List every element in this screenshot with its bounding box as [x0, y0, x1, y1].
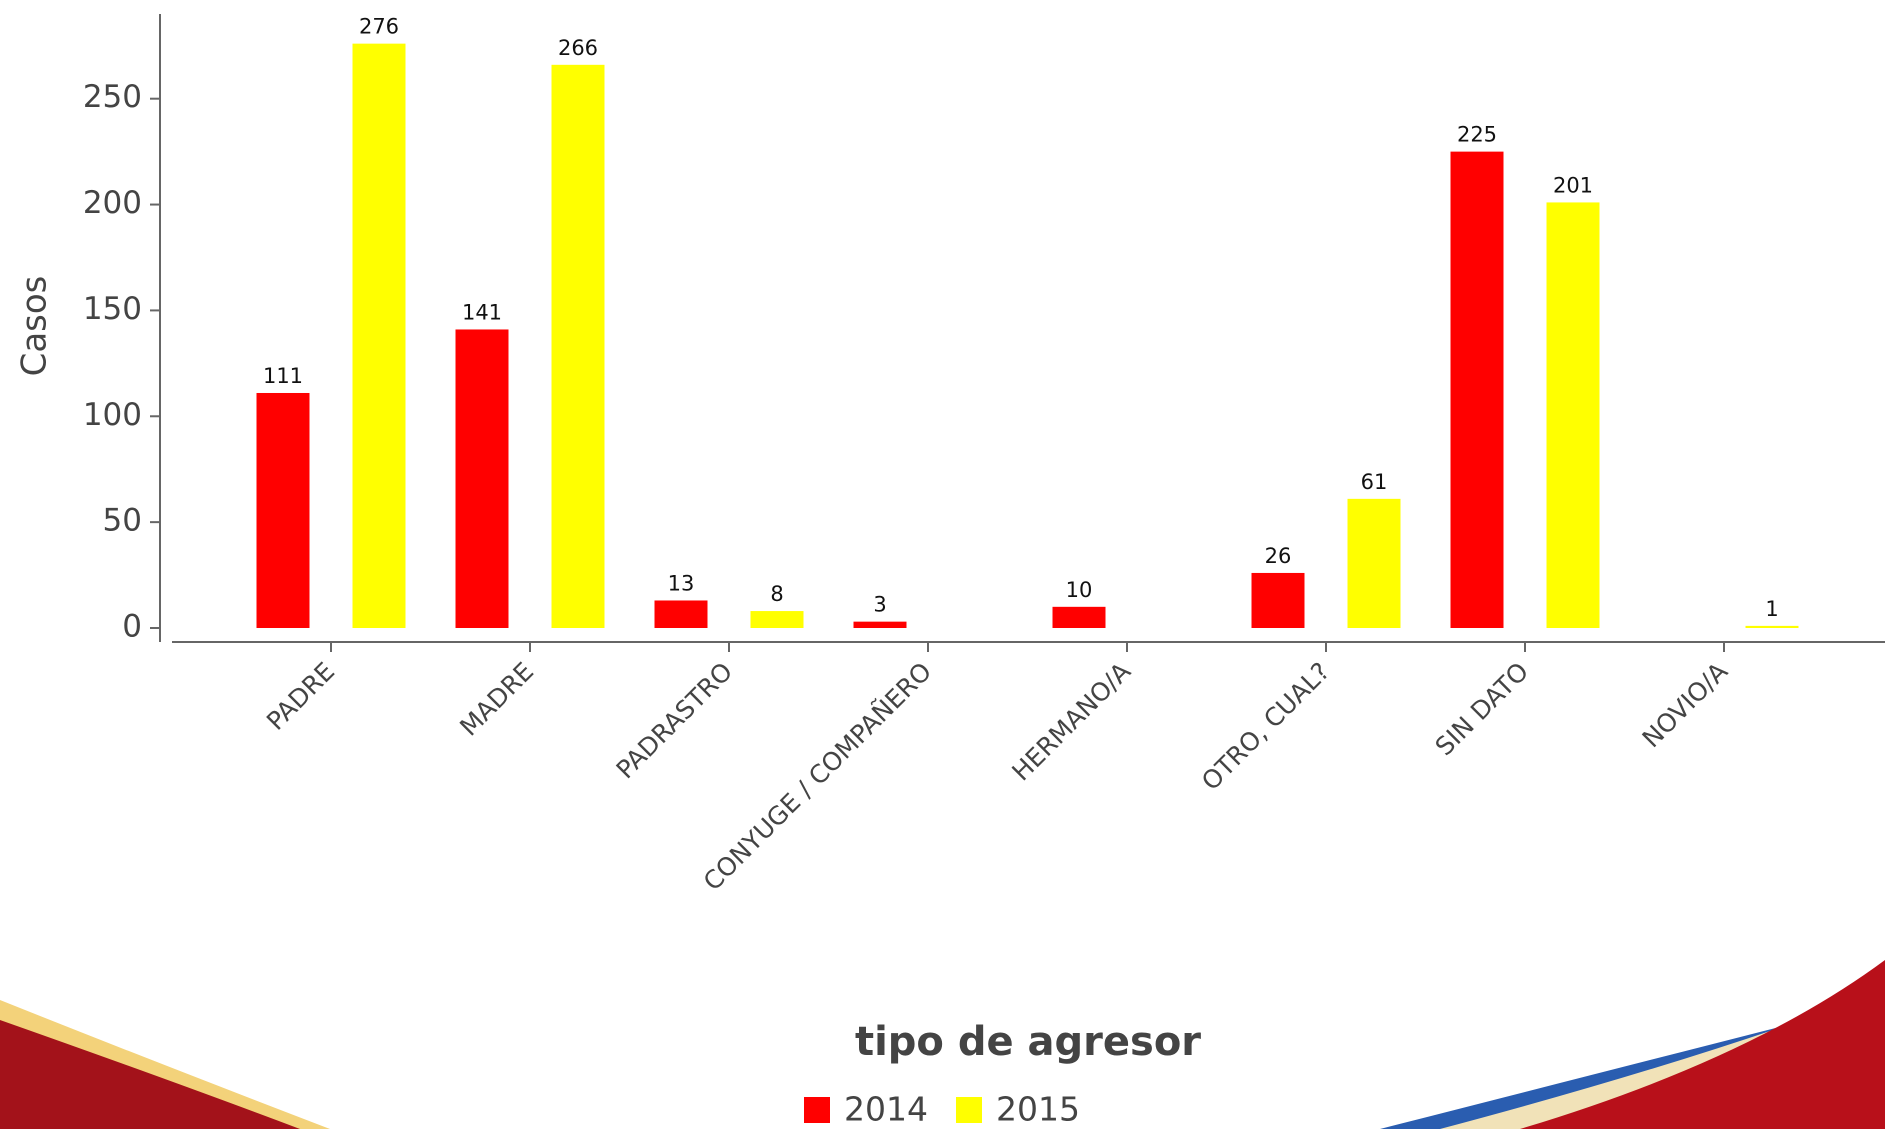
y-tick-label: 250: [83, 79, 142, 115]
y-tick-label: 200: [83, 185, 142, 221]
x-tick-label: PADRASTRO: [611, 657, 739, 785]
bar: [853, 621, 907, 628]
y-tick-label: 150: [83, 291, 142, 327]
y-tick-label: 0: [122, 609, 142, 645]
y-axis-title: Casos: [15, 276, 55, 377]
value-label: 8: [770, 582, 783, 606]
decoration: [0, 960, 1885, 1129]
x-tick-label: NOVIO/A: [1637, 657, 1734, 754]
x-tick-label: HERMANO/A: [1006, 657, 1136, 787]
value-label: 26: [1265, 544, 1292, 568]
bar: [455, 329, 509, 628]
value-label: 276: [359, 15, 399, 39]
value-label: 266: [558, 36, 598, 60]
bar: [352, 43, 406, 629]
bar: [1347, 498, 1401, 628]
legend-swatch: [956, 1097, 982, 1123]
bar: [750, 611, 804, 628]
value-label: 13: [668, 571, 695, 595]
x-axis-title: tipo de agresor: [855, 1019, 1201, 1065]
x-tick-label: MADRE: [454, 657, 539, 742]
x-tick-label: CONYUGE / COMPAÑERO: [697, 656, 937, 896]
value-label: 141: [462, 300, 502, 324]
bar: [551, 64, 605, 629]
x-tick-label: SIN DATO: [1430, 657, 1535, 762]
bar: [1052, 606, 1106, 628]
bar: [1450, 151, 1504, 628]
bar: [256, 392, 310, 628]
value-label: 225: [1457, 123, 1497, 147]
y-tick-label: 50: [103, 503, 142, 539]
value-label: 201: [1553, 173, 1593, 197]
legend-swatch: [804, 1097, 830, 1123]
legend-label: 2014: [844, 1090, 928, 1129]
bar: [1546, 202, 1600, 628]
legend-label: 2015: [996, 1090, 1080, 1129]
value-label: 1: [1765, 597, 1778, 621]
y-tick-label: 100: [83, 397, 142, 433]
value-label: 61: [1361, 470, 1388, 494]
x-tick-label: PADRE: [261, 657, 340, 736]
value-label: 3: [873, 593, 886, 617]
bar: [654, 600, 708, 628]
bar: [1251, 572, 1305, 628]
x-tick-label: OTRO, CUAL?: [1196, 657, 1335, 796]
value-label: 111: [263, 364, 303, 388]
bar: [1745, 625, 1799, 628]
value-label: 10: [1066, 578, 1093, 602]
